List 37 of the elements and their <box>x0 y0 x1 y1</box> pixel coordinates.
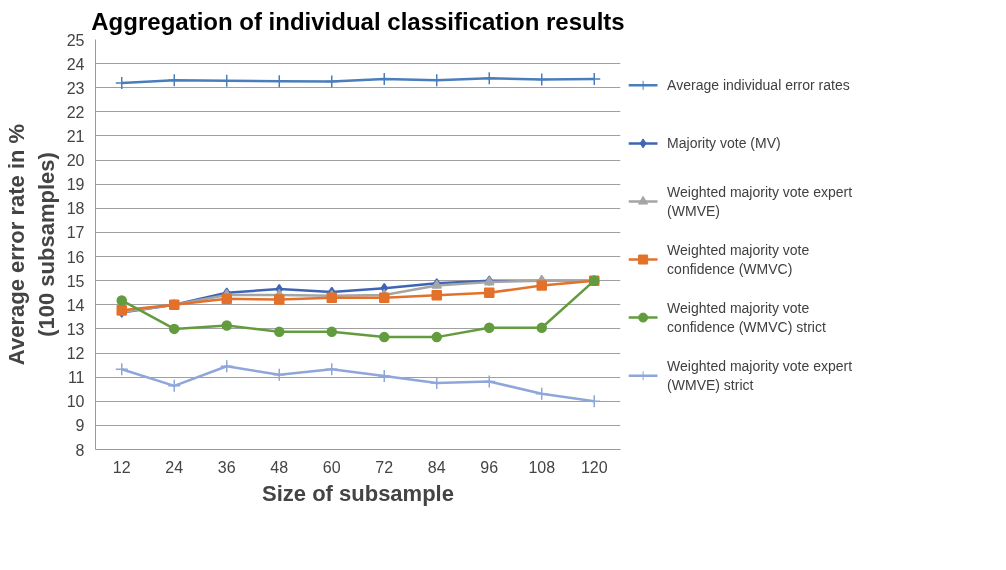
legend-label: Weighted majority vote expert (WMVE) <box>667 183 853 220</box>
x-tick-label: 96 <box>480 458 499 476</box>
y-tick-label: 12 <box>66 345 85 363</box>
y-tick-label: 14 <box>66 296 85 314</box>
y-tick-label: 21 <box>66 127 85 145</box>
y-tick-label: 15 <box>66 272 85 290</box>
y-tick-label: 17 <box>66 224 85 242</box>
y-tick-label: 25 <box>66 31 85 49</box>
x-tick-label: 60 <box>322 458 341 476</box>
x-axis-title: Size of subsample <box>262 480 454 506</box>
legend-label: Weighted majority vote confidence (WMVC) strict <box>667 300 826 336</box>
x-tick-label: 72 <box>375 458 394 476</box>
y-tick-label: 9 <box>75 417 85 435</box>
y-tick-label: 16 <box>66 248 85 266</box>
y-tick-label: 8 <box>75 441 85 459</box>
x-tick-label: 48 <box>270 458 289 476</box>
x-tick-label: 108 <box>528 458 556 476</box>
chart-title: Aggregation of individual classification results <box>91 7 625 35</box>
x-tick-label: 120 <box>580 458 608 476</box>
y-tick-label: 11 <box>67 369 85 387</box>
y-tick-label: 18 <box>66 200 85 218</box>
y-tick-label: 13 <box>66 320 85 338</box>
y-axis-title: Average error rate in % (100 subsamples) <box>3 123 59 366</box>
y-tick-label: 19 <box>66 176 85 194</box>
legend-label: Majority vote (MV) <box>667 135 781 152</box>
legend-label: Average individual error rates <box>667 77 850 94</box>
x-tick-label: 24 <box>165 458 184 476</box>
y-tick-label: 23 <box>66 79 85 97</box>
y-tick-label: 22 <box>66 103 85 121</box>
x-tick-label: 84 <box>427 458 446 476</box>
x-tick-label: 36 <box>217 458 236 476</box>
x-tick-label: 12 <box>112 458 131 476</box>
legend-label: Weighted majority vote confidence (WMVC) <box>667 241 810 278</box>
y-tick-label: 24 <box>66 55 85 73</box>
legend-label: Weighted majority vote expert (WMVE) strict <box>667 358 853 394</box>
y-tick-label: 20 <box>66 152 85 170</box>
y-tick-label: 10 <box>66 393 85 411</box>
